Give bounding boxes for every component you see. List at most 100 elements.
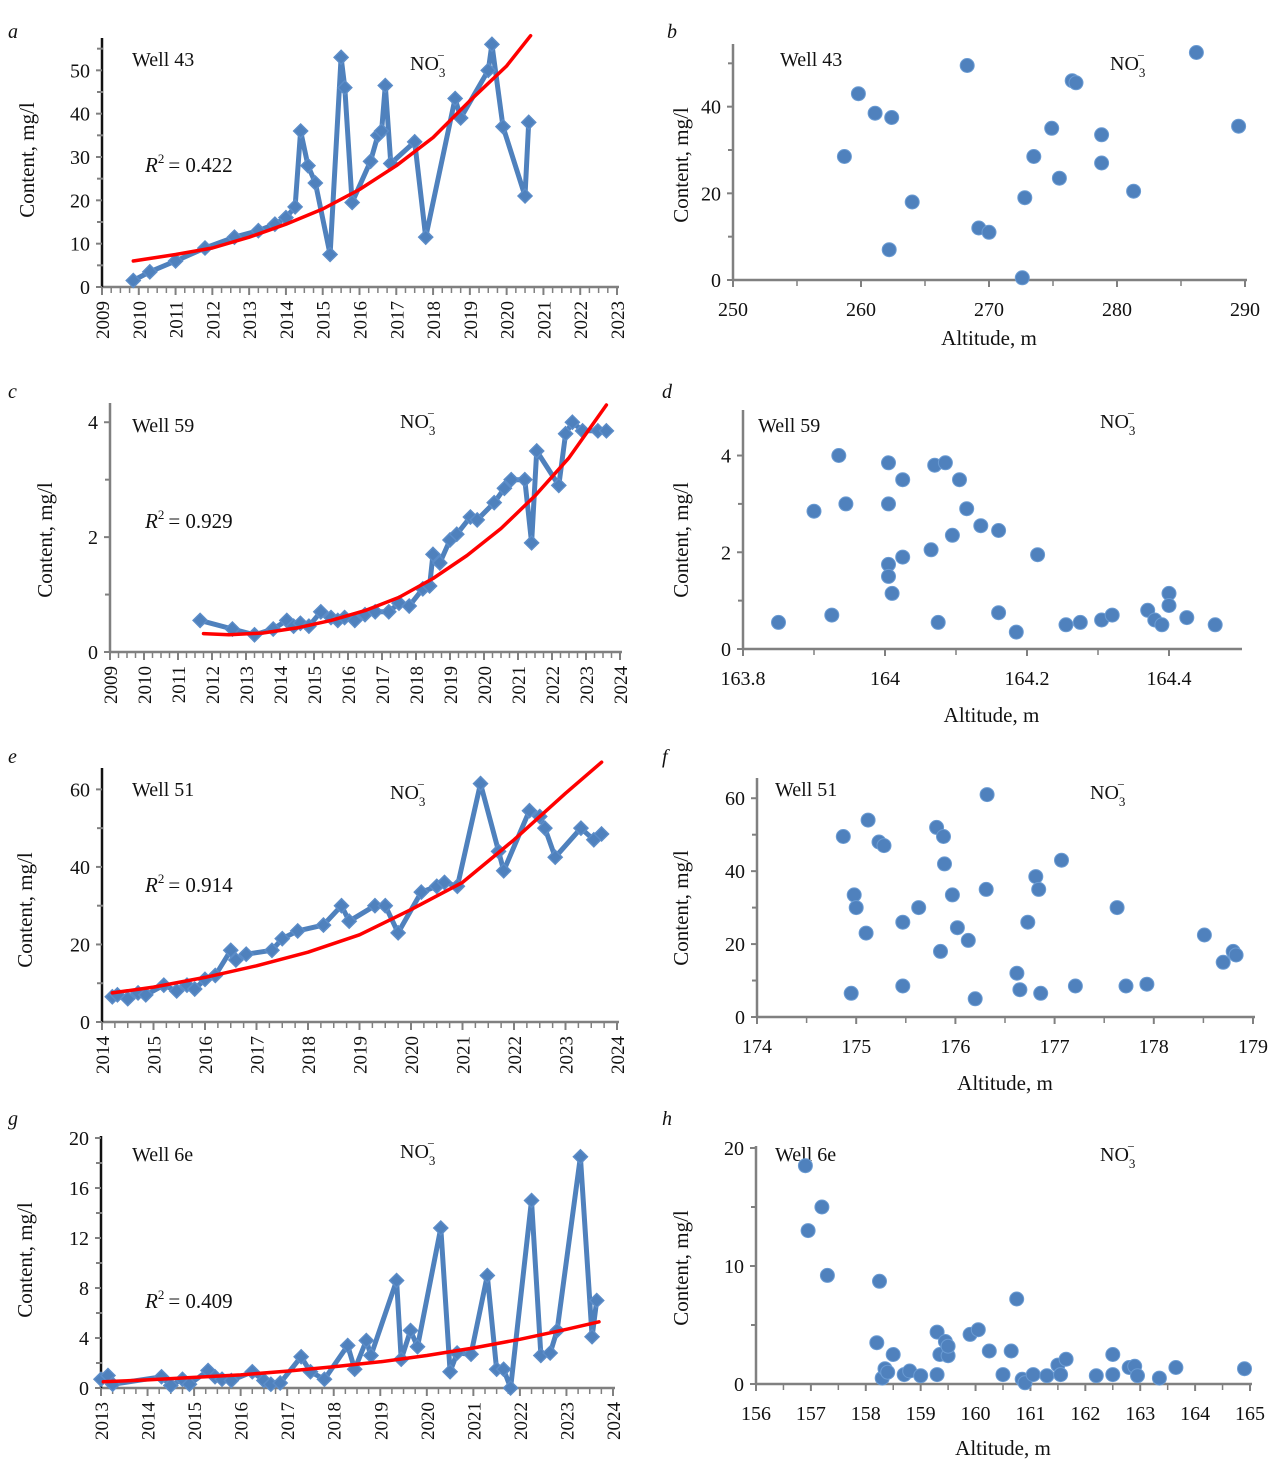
- data-point: [858, 925, 874, 941]
- data-point: [424, 546, 442, 563]
- data-point: [263, 942, 281, 959]
- x-tick-label: 179: [1238, 1036, 1268, 1058]
- data-point: [162, 1377, 179, 1394]
- well-label: Well 51: [775, 779, 837, 801]
- data-point: [936, 829, 951, 844]
- r-squared-label: R2 = 0.914: [144, 871, 233, 897]
- y-axis-title: Content, mg/l: [15, 102, 39, 218]
- panel-letter: c: [8, 381, 17, 403]
- chart-panel-e: e 0 20 40 60 2014 2015 2016 2017 2018 2019 2020 2021…: [8, 746, 629, 1074]
- y-tick-label: 20: [70, 190, 90, 212]
- ion-superscript: −: [1127, 1139, 1134, 1154]
- x-tick-label: 164.2: [1005, 668, 1050, 690]
- y-tick-label: 40: [70, 104, 90, 126]
- y-tick-label: 8: [79, 1278, 89, 1300]
- data-point: [447, 90, 464, 107]
- data-point: [227, 951, 244, 969]
- x-tick-label: 2012: [203, 666, 224, 704]
- data-point: [307, 174, 324, 192]
- ion-label-text: NO3 −: [410, 48, 445, 80]
- data-point: [289, 922, 306, 939]
- x-tick-label: 2010: [135, 666, 156, 704]
- data-point: [944, 527, 960, 543]
- y-tick-label: 0: [735, 1007, 745, 1029]
- y-tick-label: 20: [70, 934, 90, 956]
- y-tick-label: 40: [70, 857, 90, 879]
- data-point: [516, 187, 534, 205]
- data-point: [390, 924, 407, 941]
- chart-panel-c: c 0 2 4 2009 2010 2011 2012 2013 2014 2015 2016 2017…: [8, 381, 632, 704]
- data-point: [362, 153, 379, 170]
- ion-label-text: NO3 −: [390, 777, 425, 809]
- data-point: [1154, 617, 1170, 633]
- x-tick-label: 2011: [169, 666, 190, 703]
- data-point: [377, 897, 394, 914]
- x-tick-label: 2012: [203, 301, 224, 339]
- series-line: [99, 1154, 600, 1391]
- data-point: [436, 874, 453, 891]
- data-point: [593, 825, 610, 843]
- data-point: [978, 881, 994, 897]
- data-point: [322, 246, 339, 263]
- data-point: [959, 501, 975, 517]
- y-tick-label: 60: [725, 788, 745, 810]
- data-point: [401, 597, 418, 615]
- data-point: [406, 133, 423, 150]
- chart-panel-h: h 0 10 20 156 157 158 159 160 161 162 163 164 165 Alti…: [662, 1108, 1265, 1460]
- x-tick-label: 160: [961, 1403, 991, 1425]
- data-point: [940, 1338, 956, 1354]
- data-point: [417, 229, 434, 246]
- data-point: [885, 1347, 901, 1362]
- x-tick-label: 2024: [608, 1036, 629, 1075]
- data-point: [1067, 978, 1083, 994]
- ion-subscript: 3: [429, 1153, 436, 1168]
- x-axis-title: Altitude, m: [957, 1071, 1053, 1095]
- x-tick-label: 2016: [339, 666, 360, 704]
- data-point: [1026, 149, 1042, 164]
- data-point: [923, 542, 939, 558]
- data-point: [516, 471, 533, 488]
- data-point: [495, 1361, 512, 1378]
- ion-base: NO: [410, 53, 439, 75]
- r-exponent: 2: [158, 151, 165, 166]
- data-point: [341, 913, 358, 930]
- chart-panel-b: b 0 20 40 250 260 270 280 290 Altitude, m Content,…: [667, 21, 1260, 350]
- x-tick-label: 165: [1235, 1403, 1265, 1425]
- x-tick-label: 2015: [145, 1036, 166, 1074]
- x-tick-label: 2014: [139, 1402, 160, 1441]
- data-point: [819, 1267, 835, 1283]
- ion-subscript: 3: [419, 794, 426, 809]
- data-point: [1104, 607, 1120, 623]
- y-tick-label: 0: [79, 1378, 89, 1400]
- x-tick-label: 2021: [464, 1402, 485, 1440]
- x-tick-label: 164: [1180, 1403, 1210, 1425]
- chart-panel-a: a 0 10 20 30 40 50 2009 2010 2011 2012 2013 2014 2015…: [8, 21, 629, 339]
- x-tick-label: 2019: [371, 1402, 392, 1440]
- x-tick-label: 2016: [351, 301, 372, 339]
- data-point: [1030, 547, 1046, 563]
- data-point: [913, 1368, 929, 1384]
- ion-subscript: 3: [439, 65, 446, 80]
- y-tick-label: 4: [88, 412, 98, 434]
- well-label: Well 51: [132, 779, 194, 801]
- x-axis-title: Altitude, m: [944, 703, 1040, 727]
- data-point: [299, 157, 317, 174]
- data-point: [814, 1199, 830, 1215]
- data-point: [884, 585, 900, 601]
- chart-panel-f: f 0 20 40 60 174 175 176 177 178 179 Altitude, m Con…: [662, 746, 1268, 1095]
- data-point: [336, 79, 353, 96]
- ion-base: NO: [1110, 53, 1139, 75]
- r-squared-value: = 0.409: [168, 1289, 232, 1313]
- data-point: [388, 1272, 405, 1289]
- y-tick-label: 30: [70, 147, 90, 169]
- x-tick-label: 2014: [277, 301, 298, 340]
- ion-label: NO3 −: [400, 406, 435, 438]
- data-point: [1094, 155, 1110, 171]
- data-point: [483, 36, 500, 53]
- data-point: [125, 272, 142, 289]
- y-axis-title: Content, mg/l: [669, 482, 693, 598]
- x-tick-label: 2023: [577, 666, 598, 704]
- data-point: [895, 978, 911, 994]
- y-axis-title: Content, mg/l: [669, 107, 693, 223]
- ion-subscript: 3: [1129, 423, 1136, 438]
